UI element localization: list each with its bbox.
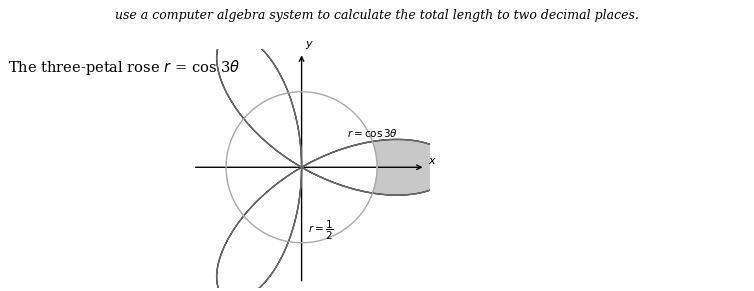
Polygon shape (302, 139, 452, 195)
Text: The three-petal rose $r$ = cos 3$\theta$: The three-petal rose $r$ = cos 3$\theta$ (8, 58, 240, 77)
Text: $x$: $x$ (428, 156, 437, 166)
Text: $r = \dfrac{1}{2}$: $r = \dfrac{1}{2}$ (308, 219, 333, 242)
Text: $y$: $y$ (305, 39, 314, 51)
Text: use a computer algebra system to calculate the total length to two decimal place: use a computer algebra system to calcula… (115, 9, 639, 22)
Text: $r = \cos 3\theta$: $r = \cos 3\theta$ (347, 127, 398, 139)
